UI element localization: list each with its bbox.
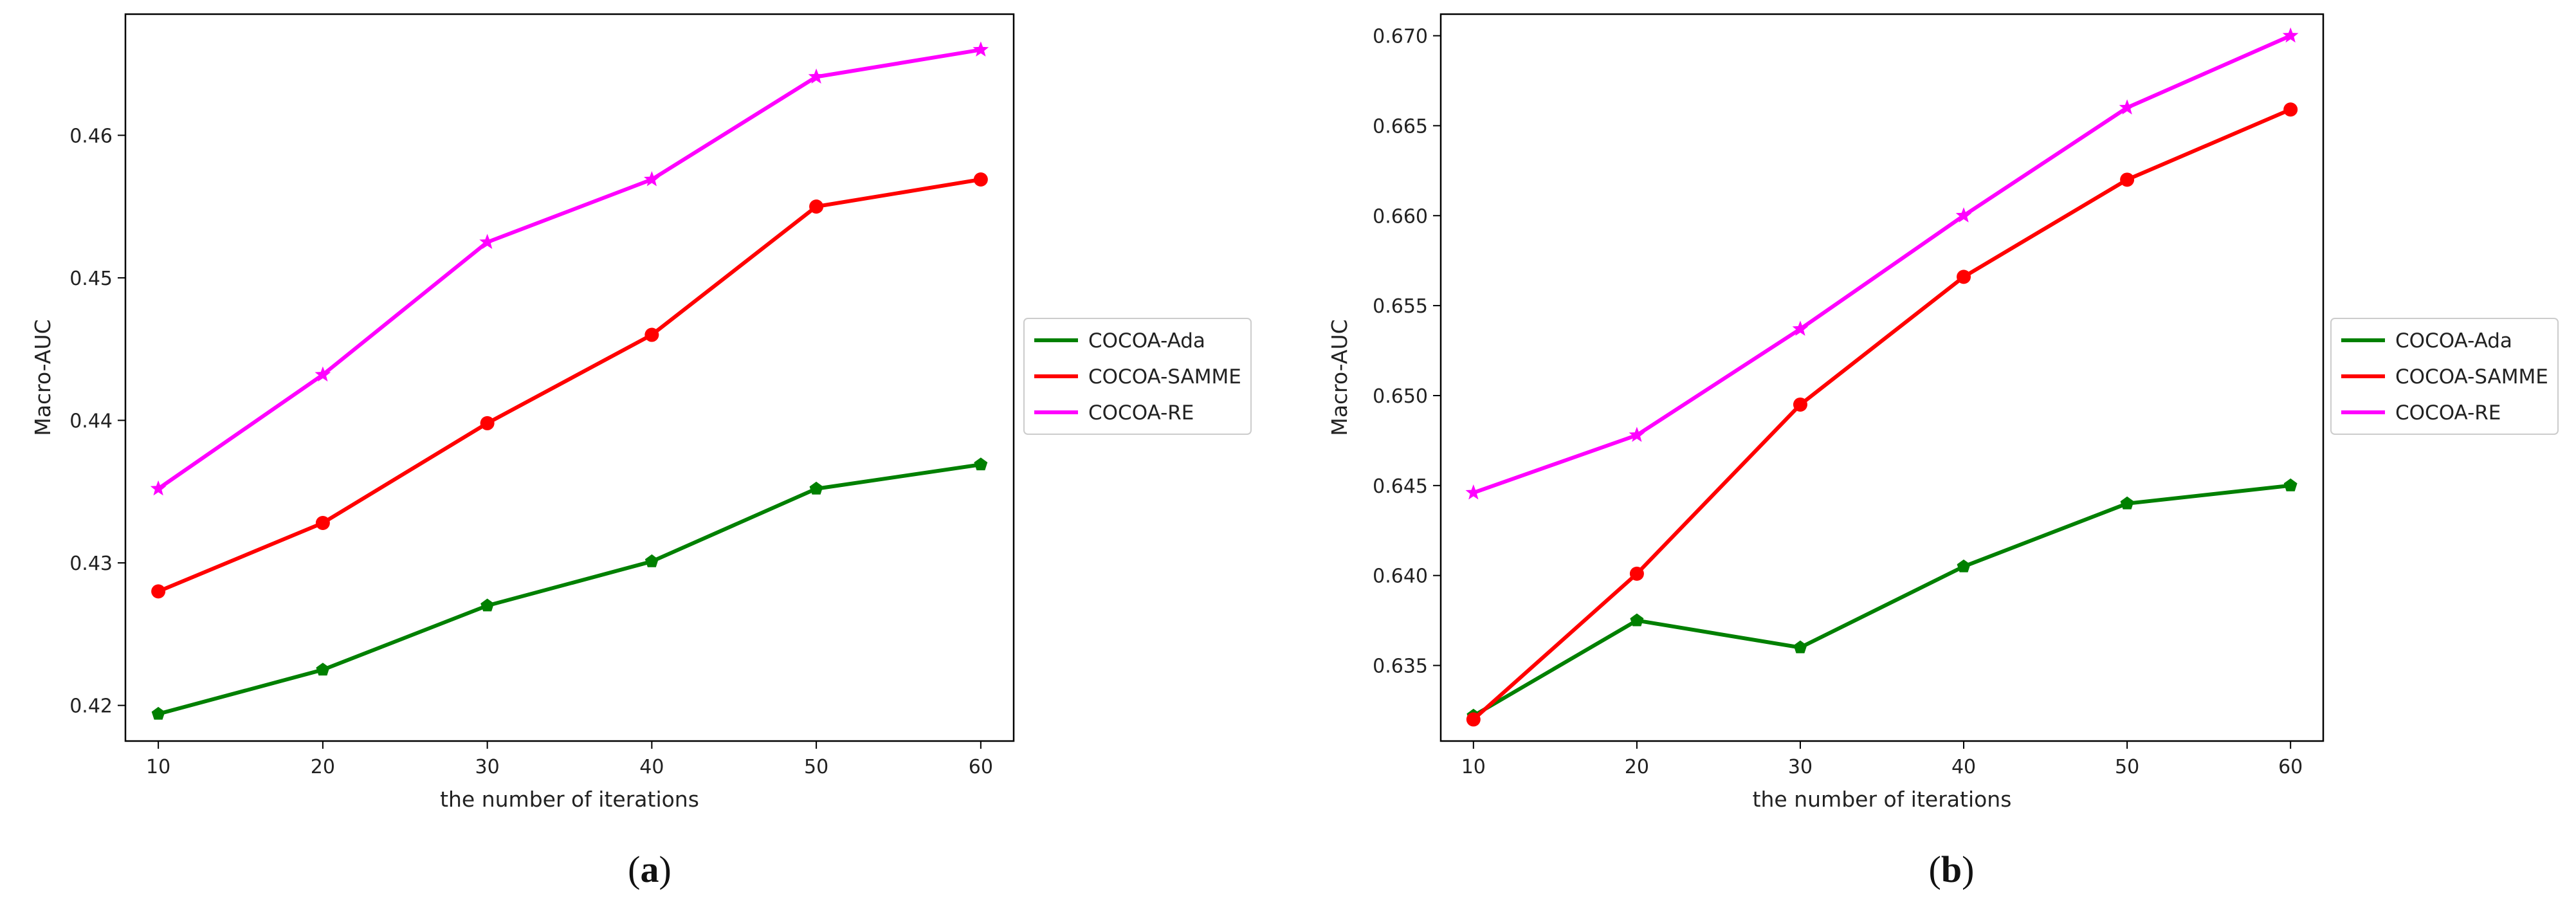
legend-label-cocoa-samme-b: COCOA-SAMME (2395, 365, 2548, 389)
point-cocoa-re-a (479, 234, 495, 249)
point-cocoa-ada-b (2283, 478, 2297, 491)
x-tick-label-b: 50 (2115, 756, 2139, 778)
point-cocoa-re-a (150, 480, 167, 496)
x-tick-label-b: 60 (2278, 756, 2303, 778)
point-cocoa-ada-a (480, 598, 495, 612)
chart-b: 10 20 30 40 50 60 0.635 0.640 0.645 0.650 0.655 0.6… (1327, 13, 2559, 812)
series-line-cocoa-re-b (1472, 33, 2292, 495)
x-tick-label-a: 50 (804, 756, 828, 778)
series-line-cocoa-ada-a (158, 463, 982, 716)
panel-a: 10 20 30 40 50 60 0.42 0.43 0.44 0.45 0.46 the numb… (30, 13, 1252, 890)
point-cocoa-samme-a (644, 327, 659, 342)
y-axis-title-b: Macro-AUC (1327, 319, 1352, 435)
point-cocoa-re-b (2282, 27, 2299, 43)
y-tick-label-b: 0.655 (1373, 295, 1428, 318)
y-tick-label-a: 0.46 (69, 125, 113, 147)
legend-label-cocoa-re-a: COCOA-RE (1088, 401, 1194, 425)
x-axis-title-a: the number of iterations (440, 787, 699, 812)
point-cocoa-re-b (1465, 484, 1482, 500)
point-cocoa-samme-a (151, 584, 166, 599)
chart-a: 10 20 30 40 50 60 0.42 0.43 0.44 0.45 0.46 the numb… (30, 13, 1252, 812)
y-tick-label-b: 0.660 (1373, 205, 1428, 228)
series-line-cocoa-samme-b (1472, 107, 2292, 721)
point-cocoa-ada-a (316, 663, 330, 676)
point-cocoa-samme-b (1957, 270, 1971, 284)
point-cocoa-samme-b (2120, 172, 2135, 187)
plot-frame-b (1439, 13, 2325, 742)
point-cocoa-ada-b (2120, 496, 2134, 509)
point-cocoa-re-b (1792, 320, 1809, 336)
y-tick-label-a: 0.43 (69, 553, 113, 575)
legend-label-cocoa-ada-b: COCOA-Ada (2395, 329, 2512, 353)
y-tick-label-a: 0.45 (69, 268, 113, 290)
legend-label-cocoa-samme-a: COCOA-SAMME (1088, 365, 1241, 389)
point-cocoa-samme-a (809, 199, 824, 214)
point-cocoa-ada-b (1630, 613, 1644, 627)
legend-label-cocoa-re-b: COCOA-RE (2395, 401, 2501, 425)
point-cocoa-ada-a (809, 481, 823, 495)
y-tick-label-a: 0.44 (69, 410, 113, 432)
x-tick-label-b: 20 (1625, 756, 1649, 778)
point-cocoa-ada-a (151, 706, 165, 720)
point-cocoa-re-a (315, 366, 331, 382)
x-tick-label-a: 30 (475, 756, 500, 778)
point-cocoa-samme-a (480, 416, 495, 430)
caption-a: (a) (628, 848, 671, 890)
y-axis-title-a: Macro-AUC (30, 319, 55, 435)
x-tick-label-b: 30 (1788, 756, 1813, 778)
legend-box-a (1023, 318, 1252, 435)
caption-a-letter: a (640, 848, 659, 890)
point-cocoa-ada-a (644, 554, 659, 567)
series-line-cocoa-re-a (157, 48, 982, 491)
y-tick-label-b: 0.635 (1373, 655, 1428, 678)
x-tick-label-a: 20 (311, 756, 335, 778)
point-cocoa-samme-b (1793, 397, 1807, 412)
y-tick-label-b: 0.650 (1373, 385, 1428, 408)
x-tick-label-a: 40 (639, 756, 664, 778)
x-tick-label-b: 10 (1461, 756, 1486, 778)
y-tick-label-b: 0.665 (1373, 115, 1428, 138)
point-cocoa-ada-b (1793, 640, 1807, 654)
point-cocoa-re-b (1955, 207, 1972, 223)
y-tick-label-b: 0.640 (1373, 565, 1428, 588)
point-cocoa-re-a (973, 41, 989, 57)
y-tick-label-b: 0.670 (1373, 26, 1428, 48)
point-cocoa-re-b (2119, 99, 2135, 115)
x-axis-title-b: the number of iterations (1753, 787, 2012, 812)
series-line-cocoa-samme-a (157, 178, 982, 594)
plot-frame-a (124, 13, 1015, 742)
point-cocoa-re-b (1629, 426, 1645, 442)
y-tick-label-b: 0.645 (1373, 475, 1428, 498)
legend-label-cocoa-ada-a: COCOA-Ada (1088, 329, 1205, 353)
caption-b-letter: b (1941, 848, 1962, 890)
x-tick-label-a: 10 (146, 756, 170, 778)
point-cocoa-samme-b (1466, 712, 1481, 727)
point-cocoa-samme-b (2283, 102, 2298, 117)
x-tick-label-b: 40 (1951, 756, 1976, 778)
point-cocoa-samme-a (973, 172, 988, 187)
point-cocoa-samme-b (1629, 566, 1644, 581)
point-cocoa-ada-a (974, 457, 988, 471)
caption-b: (b) (1928, 848, 1975, 890)
y-tick-label-a: 0.42 (69, 695, 113, 718)
point-cocoa-ada-b (1957, 559, 1971, 573)
point-cocoa-re-a (808, 68, 825, 84)
legend-box-b (2330, 318, 2559, 435)
point-cocoa-samme-a (315, 516, 330, 530)
x-tick-label-a: 60 (969, 756, 993, 778)
panel-b: 10 20 30 40 50 60 0.635 0.640 0.645 0.650 0.655 0.6… (1288, 0, 2575, 907)
point-cocoa-re-a (644, 171, 660, 187)
series-line-cocoa-ada-b (1472, 483, 2291, 718)
